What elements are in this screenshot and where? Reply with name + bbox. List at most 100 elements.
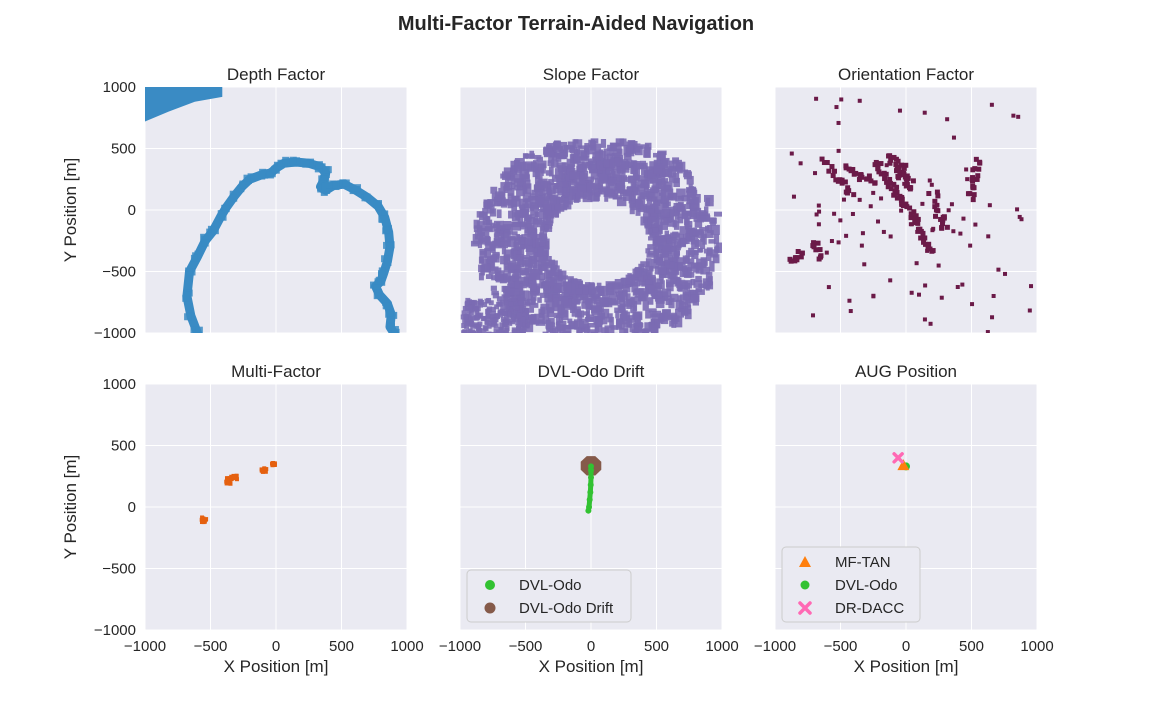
slope-cell (669, 320, 674, 327)
slope-cell (547, 318, 555, 324)
slope-cell (516, 295, 522, 304)
plot-content (892, 452, 910, 471)
x-tick-label: 0 (587, 638, 595, 655)
orientation-cell (894, 195, 900, 201)
slope-cell (705, 272, 713, 282)
slope-cell (490, 314, 496, 320)
slope-cell (527, 225, 535, 231)
slope-cell (529, 193, 535, 199)
x-tick-label: 500 (329, 638, 354, 655)
slope-cell (584, 176, 595, 182)
orientation-cell (815, 240, 821, 246)
slope-cell (612, 334, 622, 342)
slope-cell (650, 285, 655, 296)
slope-cell (477, 327, 483, 333)
slope-cell (570, 303, 575, 314)
slope-cell (500, 233, 505, 244)
slope-cell (529, 318, 540, 325)
slope-cell (553, 283, 562, 293)
slope-cell (658, 189, 667, 196)
slope-cell (710, 249, 718, 258)
legend-box (466, 569, 632, 623)
slope-cell (584, 282, 591, 289)
slope-cell (613, 148, 623, 157)
slope-cell (545, 188, 551, 195)
slope-cell (537, 270, 543, 275)
slope-cell (529, 302, 539, 308)
slope-cell (582, 192, 593, 203)
slope-cell (549, 335, 557, 346)
slope-cell (502, 239, 511, 247)
slope-cell (467, 328, 473, 333)
slope-cell (622, 284, 631, 293)
orientation-cell (1016, 114, 1021, 119)
orientation-cell (915, 216, 921, 222)
slope-cell (470, 330, 476, 333)
slope-cell (580, 151, 587, 160)
multi-factor-cell (260, 469, 265, 474)
slope-cell (634, 311, 640, 323)
slope-cell (557, 337, 566, 347)
slope-cell (569, 290, 576, 300)
slope-cell (677, 201, 684, 212)
depth-point (302, 160, 310, 168)
orientation-cell (901, 171, 907, 177)
subplot-title: Orientation Factor (838, 65, 974, 84)
slope-cell (514, 246, 522, 258)
depth-point (277, 159, 285, 167)
slope-cell (559, 275, 569, 280)
depth-point (306, 160, 314, 168)
slope-cell (693, 263, 703, 268)
slope-cell (639, 192, 647, 198)
slope-cell (563, 149, 568, 159)
slope-cell (598, 340, 605, 344)
slope-cell (550, 151, 555, 156)
slope-cell (647, 228, 653, 234)
orientation-cell (991, 293, 996, 298)
orientation-cell (884, 163, 889, 168)
slope-cell (531, 281, 537, 290)
orientation-cell (860, 231, 865, 236)
orientation-cell (925, 248, 930, 253)
depth-point (271, 165, 279, 173)
depth-point (382, 302, 390, 310)
orientation-cell (788, 258, 794, 264)
legend: MF-TAN DVL-Odo DR-DACC (781, 546, 921, 623)
slope-cell (576, 327, 583, 333)
orientation-cell (989, 102, 994, 107)
depth-point (195, 326, 203, 333)
orientation-cell (916, 292, 921, 297)
slope-cell (464, 321, 470, 327)
orientation-cell (826, 285, 831, 290)
orientation-cell (811, 313, 816, 318)
slope-cell (499, 299, 505, 305)
slope-cell (586, 341, 592, 349)
depth-point (273, 161, 281, 169)
orientation-cell (933, 213, 939, 219)
slope-cell (493, 328, 499, 333)
orientation-cell (973, 156, 979, 162)
orientation-cell (934, 189, 940, 195)
slope-cell (560, 141, 568, 153)
x-axis-label: X Position [m] (539, 657, 644, 676)
orientation-cell (814, 96, 819, 101)
slope-cell (572, 139, 583, 148)
slope-cell (520, 322, 526, 328)
slope-cell (563, 200, 572, 210)
slope-cell (570, 299, 580, 305)
slope-cell (686, 189, 692, 198)
orientation-cell (893, 156, 899, 162)
slope-cell (470, 240, 480, 247)
slope-cell (551, 296, 559, 308)
slope-cell (486, 332, 492, 333)
slope-cell (571, 333, 580, 341)
slope-cell (645, 310, 652, 319)
orientation-cell (912, 221, 917, 226)
slope-cell (508, 308, 514, 314)
depth-point (379, 215, 387, 223)
slope-cell (474, 315, 480, 321)
slope-cell (623, 322, 630, 328)
depth-point (259, 168, 267, 176)
orientation-cell (833, 177, 839, 183)
